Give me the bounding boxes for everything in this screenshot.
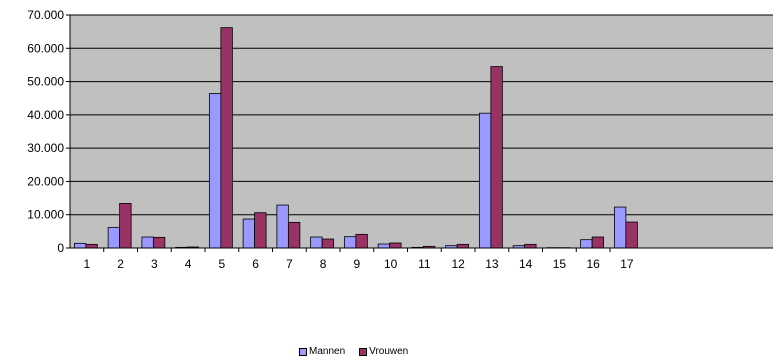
legend-label-vrouwen: Vrouwen [369, 346, 409, 357]
y-tick-label: 10.000 [27, 208, 64, 222]
y-tick-label: 0 [57, 241, 64, 255]
x-tick-label: 10 [384, 257, 398, 271]
bar-mannen-5 [208, 93, 222, 249]
bar-vrouwen-8 [321, 238, 335, 249]
gridlines [70, 14, 773, 216]
y-tick-label: 70.000 [27, 8, 64, 22]
bar-vrouwen-10 [389, 242, 402, 249]
bar-mannen-13 [478, 112, 492, 249]
x-tick-label: 5 [219, 257, 226, 271]
x-tick-label: 1 [84, 257, 91, 271]
bar-vrouwen-13 [490, 66, 503, 249]
bar-mannen-1 [73, 242, 87, 249]
x-tick-label: 7 [286, 257, 293, 271]
y-tick-label: 30.000 [27, 141, 64, 155]
x-tick-label: 3 [151, 257, 158, 271]
x-tick-label: 13 [485, 257, 499, 271]
legend-swatch-vrouwen [359, 348, 368, 356]
bar-vrouwen-14 [524, 243, 537, 249]
bar-vrouwen-17 [625, 221, 638, 249]
bar-vrouwen-5 [220, 27, 233, 249]
legend-label-mannen: Mannen [309, 346, 346, 357]
x-tick-label: 4 [185, 257, 192, 271]
x-axis: 1 2 3 4 5 6 7 8 9 10 11 12 13 14 15 16 17 [70, 247, 773, 271]
y-tick-label: 20.000 [27, 174, 64, 188]
legend-swatch-mannen [299, 348, 307, 356]
x-tick-label: 6 [252, 257, 259, 271]
bar-mannen-7 [276, 204, 289, 249]
y-tick-label: 40.000 [27, 108, 64, 122]
bar-mannen-8 [310, 236, 323, 249]
x-tick-label: 2 [117, 257, 124, 271]
y-tick-label: 50.000 [27, 75, 64, 89]
x-tick-label: 8 [320, 257, 327, 271]
x-tick-label: 12 [451, 257, 465, 271]
x-tick-label: 17 [620, 257, 634, 271]
x-tick-label: 16 [586, 257, 600, 271]
x-tick-label: 11 [418, 257, 431, 271]
legend-item-mannen: Mannen [299, 347, 345, 357]
bar-vrouwen-1 [85, 243, 98, 249]
bar-vrouwen-12 [456, 243, 470, 249]
x-tick-label: 14 [519, 257, 533, 271]
bars [73, 27, 638, 249]
legend: Mannen Vrouwen [299, 347, 408, 357]
bar-mannen-9 [343, 236, 357, 249]
bar-mannen-16 [580, 239, 593, 249]
y-tick-label: 60.000 [27, 41, 64, 55]
bar-mannen-3 [141, 236, 154, 249]
bar-mannen-6 [242, 218, 256, 249]
legend-item-vrouwen: Vrouwen [359, 347, 408, 357]
bar-vrouwen-2 [119, 202, 132, 249]
x-tick-label: 9 [354, 257, 361, 271]
bar-vrouwen-3 [152, 236, 166, 249]
y-axis: 0 10.000 20.000 30.000 40.000 50.000 60.000 70.… [27, 8, 71, 255]
bar-mannen-17 [613, 206, 627, 249]
bar-mannen-10 [377, 243, 391, 249]
bar-vrouwen-9 [355, 233, 368, 249]
plot-area [70, 15, 773, 248]
bar-vrouwen-7 [287, 221, 301, 249]
bar-mannen-2 [107, 226, 121, 249]
bar-vrouwen-16 [591, 236, 605, 249]
bar-vrouwen-6 [254, 212, 267, 249]
x-tick-label: 15 [553, 257, 567, 271]
